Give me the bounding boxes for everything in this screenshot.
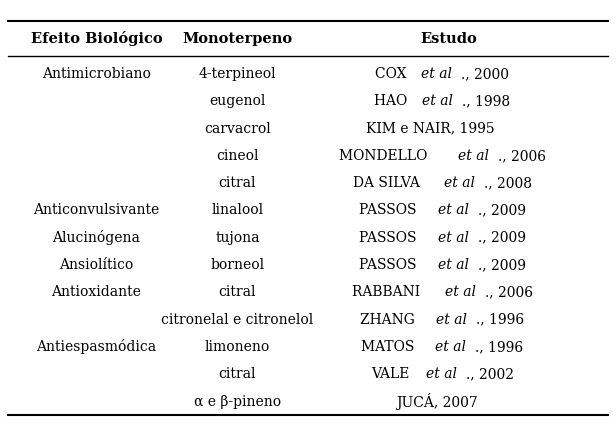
Text: ., 2008: ., 2008 (484, 176, 532, 190)
Text: eugenol: eugenol (209, 94, 265, 109)
Text: borneol: borneol (211, 258, 264, 272)
Text: et al: et al (436, 313, 468, 326)
Text: COX: COX (375, 67, 411, 81)
Text: 4-terpineol: 4-terpineol (199, 67, 277, 81)
Text: ., 1996: ., 1996 (476, 313, 524, 326)
Text: ., 1996: ., 1996 (475, 340, 523, 354)
Text: ., 2006: ., 2006 (485, 285, 533, 299)
Text: ., 2006: ., 2006 (498, 149, 546, 163)
Text: Antiespasmódica: Antiespasmódica (36, 339, 156, 354)
Text: tujona: tujona (215, 231, 260, 245)
Text: Ansiolítico: Ansiolítico (59, 258, 134, 272)
Text: citral: citral (219, 367, 256, 381)
Text: citral: citral (219, 285, 256, 299)
Text: PASSOS: PASSOS (359, 203, 421, 218)
Text: KIM e NAIR, 1995: KIM e NAIR, 1995 (367, 122, 495, 136)
Text: ., 2009: ., 2009 (478, 231, 526, 245)
Text: Estudo: Estudo (421, 32, 477, 46)
Text: et al: et al (423, 94, 453, 109)
Text: α e β-pineno: α e β-pineno (194, 395, 281, 408)
Text: Antimicrobiano: Antimicrobiano (42, 67, 151, 81)
Text: linalool: linalool (211, 203, 264, 218)
Text: DA SILVA: DA SILVA (352, 176, 424, 190)
Text: et al: et al (426, 367, 456, 381)
Text: PASSOS: PASSOS (359, 258, 421, 272)
Text: ., 2000: ., 2000 (461, 67, 509, 81)
Text: Anticonvulsivante: Anticonvulsivante (33, 203, 160, 218)
Text: et al: et al (438, 258, 469, 272)
Text: et al: et al (458, 149, 489, 163)
Text: citral: citral (219, 176, 256, 190)
Text: carvacrol: carvacrol (204, 122, 271, 136)
Text: et al: et al (436, 340, 466, 354)
Text: et al: et al (438, 203, 469, 218)
Text: citronelal e citronelol: citronelal e citronelol (161, 313, 314, 326)
Text: RABBANI: RABBANI (352, 285, 424, 299)
Text: cineol: cineol (216, 149, 259, 163)
Text: Alucinógena: Alucinógena (52, 230, 140, 245)
Text: Antioxidante: Antioxidante (52, 285, 142, 299)
Text: et al: et al (445, 285, 476, 299)
Text: et al: et al (438, 231, 469, 245)
Text: ., 1998: ., 1998 (462, 94, 510, 109)
Text: et al: et al (421, 67, 452, 81)
Text: MATOS: MATOS (361, 340, 419, 354)
Text: ., 2009: ., 2009 (478, 258, 526, 272)
Text: HAO: HAO (374, 94, 411, 109)
Text: VALE: VALE (371, 367, 413, 381)
Text: ., 2009: ., 2009 (478, 203, 526, 218)
Text: limoneno: limoneno (205, 340, 270, 354)
Text: ZHANG: ZHANG (360, 313, 419, 326)
Text: PASSOS: PASSOS (359, 231, 421, 245)
Text: MONDELLO: MONDELLO (339, 149, 431, 163)
Text: et al: et al (444, 176, 475, 190)
Text: Monoterpeno: Monoterpeno (182, 32, 293, 46)
Text: Efeito Biológico: Efeito Biológico (31, 31, 162, 47)
Text: ., 2002: ., 2002 (466, 367, 514, 381)
Text: JUCÁ, 2007: JUCÁ, 2007 (397, 393, 478, 410)
